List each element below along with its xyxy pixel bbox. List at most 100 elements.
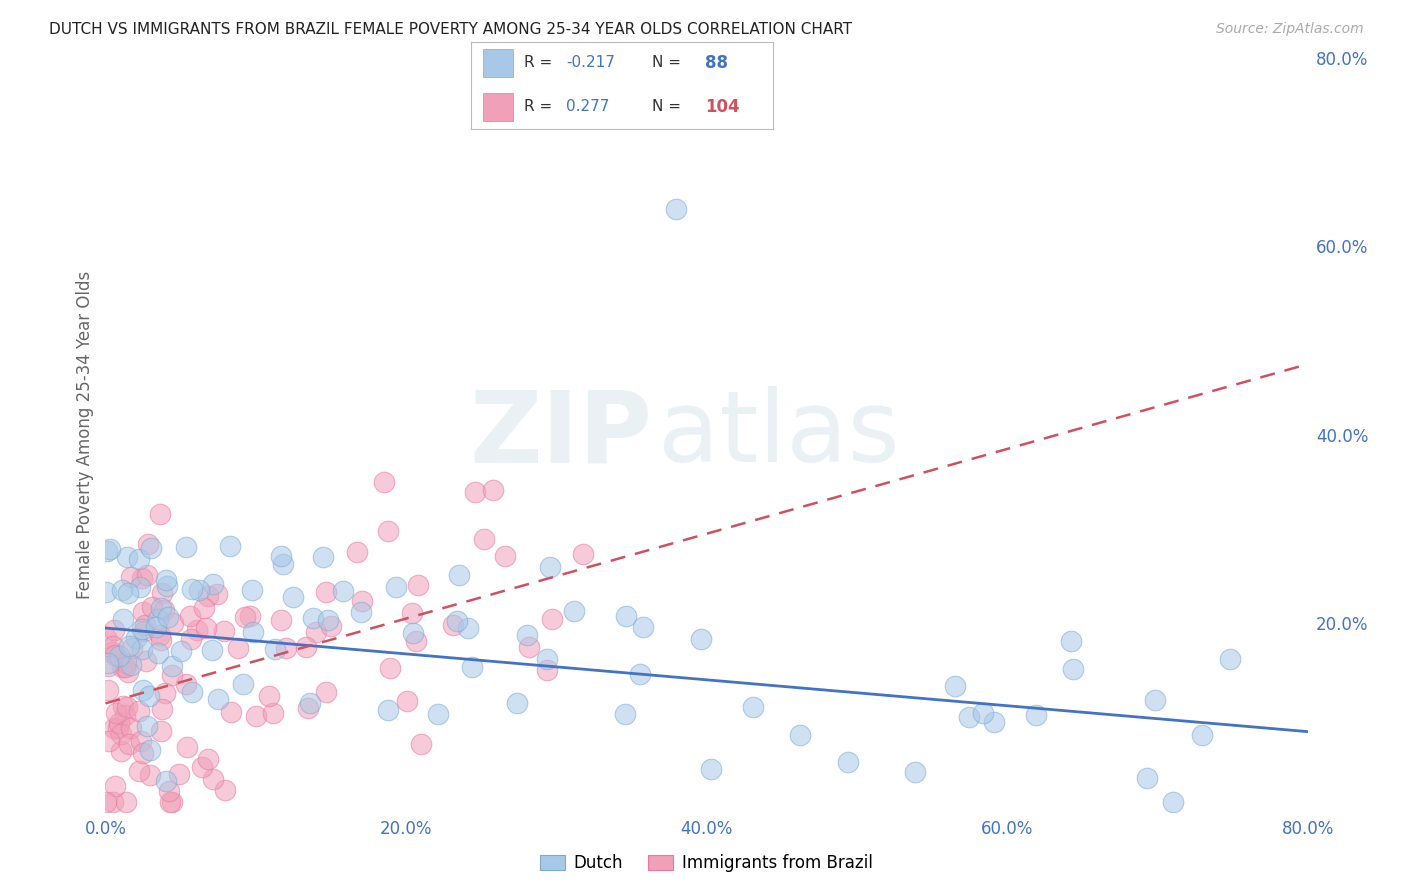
Text: atlas: atlas bbox=[658, 386, 900, 483]
Point bbox=[118, 639, 141, 653]
Point bbox=[115, 795, 138, 809]
Text: Source: ZipAtlas.com: Source: ZipAtlas.com bbox=[1216, 22, 1364, 37]
Text: N =: N = bbox=[652, 99, 682, 114]
Point bbox=[108, 649, 131, 664]
Point bbox=[377, 524, 399, 539]
Point bbox=[346, 544, 368, 558]
Point bbox=[402, 625, 425, 640]
Point bbox=[179, 608, 201, 623]
Point bbox=[157, 783, 180, 797]
Point bbox=[408, 577, 430, 591]
Point bbox=[494, 549, 516, 563]
Point bbox=[162, 658, 184, 673]
Point bbox=[155, 774, 177, 789]
Point bbox=[136, 719, 159, 733]
Point bbox=[118, 737, 141, 751]
Point bbox=[155, 574, 177, 588]
Point bbox=[201, 772, 224, 786]
Point bbox=[427, 707, 450, 722]
Text: 88: 88 bbox=[706, 54, 728, 72]
Point bbox=[181, 685, 204, 699]
Point bbox=[110, 744, 132, 758]
Point bbox=[197, 589, 219, 603]
Point bbox=[150, 585, 173, 599]
Point bbox=[153, 686, 176, 700]
Point bbox=[274, 641, 297, 656]
Point bbox=[517, 640, 540, 654]
Point bbox=[562, 605, 585, 619]
Point bbox=[117, 665, 139, 679]
Point bbox=[139, 743, 162, 757]
Point bbox=[312, 549, 335, 564]
Point bbox=[197, 752, 219, 766]
Point bbox=[174, 677, 197, 691]
Text: R =: R = bbox=[524, 55, 553, 70]
Point bbox=[401, 606, 423, 620]
Point bbox=[201, 643, 224, 657]
Point bbox=[270, 549, 292, 563]
Text: R =: R = bbox=[524, 99, 553, 114]
Point bbox=[135, 567, 157, 582]
Point bbox=[540, 612, 562, 626]
Point bbox=[457, 621, 479, 635]
Point bbox=[228, 641, 250, 656]
Point bbox=[104, 779, 127, 793]
Point bbox=[983, 715, 1005, 730]
Point bbox=[152, 702, 174, 716]
Point bbox=[135, 654, 157, 668]
Point bbox=[162, 615, 184, 630]
Point bbox=[129, 580, 152, 594]
Point bbox=[180, 632, 202, 646]
Point bbox=[380, 661, 402, 675]
Point bbox=[131, 571, 153, 585]
Point bbox=[103, 722, 125, 736]
Point bbox=[120, 657, 142, 672]
Point bbox=[146, 646, 169, 660]
Point bbox=[97, 683, 120, 698]
Point bbox=[101, 795, 124, 809]
Point bbox=[538, 559, 561, 574]
Point bbox=[628, 667, 651, 681]
Point bbox=[132, 624, 155, 638]
Point bbox=[149, 508, 172, 522]
Point bbox=[191, 760, 214, 774]
Point bbox=[139, 768, 162, 782]
Point bbox=[98, 542, 121, 557]
Point bbox=[134, 617, 156, 632]
Point bbox=[150, 633, 173, 648]
Y-axis label: Female Poverty Among 25-34 Year Olds: Female Poverty Among 25-34 Year Olds bbox=[76, 271, 94, 599]
Point bbox=[149, 628, 172, 642]
Point bbox=[316, 613, 339, 627]
Point bbox=[1191, 727, 1213, 741]
Point bbox=[94, 585, 117, 599]
Point bbox=[117, 550, 139, 565]
Point bbox=[101, 640, 124, 654]
Point bbox=[121, 640, 143, 655]
Point bbox=[536, 663, 558, 677]
Point bbox=[315, 685, 337, 699]
Point bbox=[139, 541, 162, 555]
Point bbox=[298, 697, 321, 711]
Point bbox=[150, 724, 173, 739]
Point bbox=[111, 582, 134, 597]
Point bbox=[176, 739, 198, 754]
Point bbox=[219, 539, 242, 553]
Point bbox=[270, 613, 292, 627]
Point bbox=[257, 689, 280, 703]
Point bbox=[169, 766, 191, 780]
Point bbox=[114, 660, 136, 674]
Point bbox=[131, 641, 153, 656]
Point bbox=[110, 726, 132, 740]
Point bbox=[1143, 692, 1166, 706]
Point bbox=[665, 202, 688, 216]
Point bbox=[302, 611, 325, 625]
Point bbox=[207, 692, 229, 706]
Point bbox=[150, 601, 173, 615]
Point bbox=[957, 710, 980, 724]
Point bbox=[153, 603, 176, 617]
Point bbox=[107, 716, 129, 731]
Point bbox=[631, 620, 654, 634]
Point bbox=[160, 668, 183, 682]
Point bbox=[332, 584, 354, 599]
Point bbox=[377, 703, 399, 717]
